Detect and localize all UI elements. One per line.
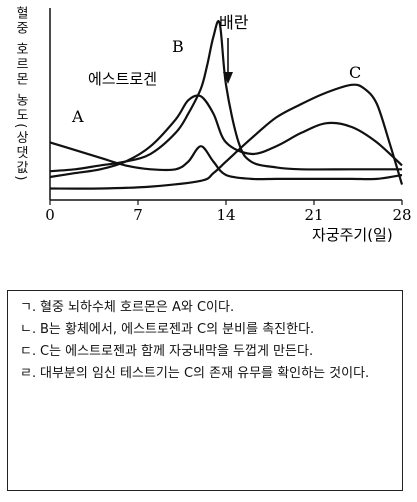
label-a: A [71, 107, 84, 126]
statement-marker: ㄹ. [20, 366, 37, 381]
series-line-1 [49, 20, 402, 173]
x-tick-label-7: 7 [133, 206, 143, 224]
statements-box: ㄱ. 혈중 뇌하수체 호르몬은 A와 C이다. ㄴ. B는 황체에서, 에스트로… [7, 290, 403, 491]
x-axis-title: 자궁주기(일) [312, 226, 393, 244]
statement-text: C는 에스트로젠과 함께 자궁내막을 두껍게 만든다. [40, 344, 314, 359]
label-estrogen: 에스트로겐 [88, 70, 157, 88]
statement-marker: ㄴ. [20, 322, 37, 337]
label-ovulation: 배란 [219, 13, 249, 32]
statement-3: ㄷ. C는 에스트로젠과 함께 자궁내막을 두껍게 만든다. [20, 341, 392, 363]
label-b: B [172, 37, 184, 56]
hormone-chart: 혈중 호르몬 농도(상댓값) 0 7 14 21 28 배란 B 에스트로겐 A C 자… [13, 6, 412, 244]
axes [49, 8, 402, 201]
statement-text: 혈중 뇌하수체 호르몬은 A와 C이다. [40, 300, 235, 315]
series-line-3 [49, 83, 404, 190]
series-line-2 [49, 94, 403, 179]
x-tick-label-14: 14 [216, 206, 235, 224]
statement-2: ㄴ. B는 황체에서, 에스트로젠과 C의 분비를 촉진한다. [20, 319, 392, 341]
ovulation-arrow-head [223, 72, 233, 84]
x-tick-label-21: 21 [304, 206, 323, 224]
chart-canvas: 0 7 14 21 28 배란 B 에스트로겐 A C 자궁주기(일) [45, 8, 412, 244]
statement-marker: ㄷ. [20, 344, 37, 359]
annotations: 배란 B 에스트로겐 A C 자궁주기(일) [71, 13, 393, 244]
statement-text: 대부분의 임신 테스트기는 C의 존재 유무를 확인하는 것이다. [40, 366, 370, 381]
statement-1: ㄱ. 혈중 뇌하수체 호르몬은 A와 C이다. [20, 297, 392, 319]
x-tick-label-0: 0 [45, 206, 55, 224]
x-ticks: 0 7 14 21 28 [45, 200, 412, 224]
statement-4: ㄹ. 대부분의 임신 테스트기는 C의 존재 유무를 확인하는 것이다. [20, 363, 392, 385]
y-axis-title: 혈중 호르몬 농도(상댓값) [13, 6, 28, 183]
series-lines [49, 20, 404, 190]
statement-text: B는 황체에서, 에스트로젠과 C의 분비를 촉진한다. [40, 322, 315, 337]
x-tick-label-28: 28 [392, 206, 411, 224]
label-c: C [349, 63, 361, 82]
statement-marker: ㄱ. [20, 300, 37, 315]
